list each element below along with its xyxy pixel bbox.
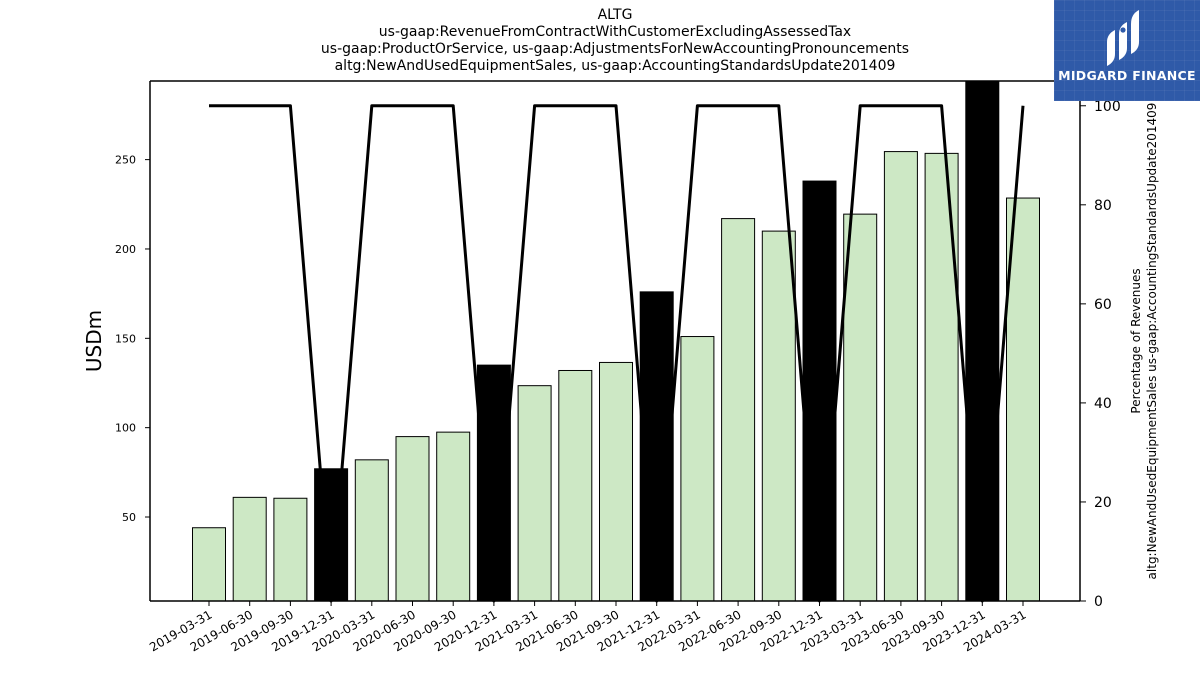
- bar: [1006, 197, 1040, 602]
- y2-tick-label: 80: [1094, 198, 1112, 214]
- bar: [965, 80, 1000, 602]
- y-tick-label: 200: [115, 243, 136, 256]
- bar: [558, 369, 593, 602]
- bar: [476, 364, 511, 602]
- midgard-finance-logo: MIDGARD FINANCE: [1054, 0, 1200, 101]
- y2-tick-label: 0: [1094, 594, 1103, 610]
- bar: [721, 218, 756, 602]
- bar: [517, 385, 552, 602]
- y2-axis-label-line: Percentage of Revenues: [1129, 268, 1143, 413]
- percentage-line: [209, 104, 1025, 603]
- title-line-3: us-gaap:ProductOrService, us-gaap:Adjust…: [320, 41, 910, 57]
- y2-tick-label: 40: [1094, 396, 1112, 412]
- y2-tick-label: 20: [1094, 495, 1112, 511]
- y-axis-label: USDm: [82, 310, 106, 372]
- title-line-1: ALTG: [597, 7, 633, 23]
- y-tick-label: 150: [115, 332, 136, 345]
- title-line-4: altg:NewAndUsedEquipmentSales, us-gaap:A…: [334, 58, 896, 74]
- bar: [680, 336, 715, 602]
- y2-tick-label: 100: [1094, 99, 1121, 115]
- bar: [354, 459, 389, 602]
- y2-tick-label: 60: [1094, 297, 1112, 313]
- bar: [639, 291, 674, 602]
- title-line-2: us-gaap:RevenueFromContractWithCustomerE…: [378, 24, 852, 40]
- bar: [802, 180, 837, 602]
- bar: [924, 152, 959, 602]
- bar: [436, 431, 471, 602]
- y2-axis-label-line: altg:NewAndUsedEquipmentSales us-gaap:Ac…: [1145, 103, 1159, 580]
- logo-text: MIDGARD FINANCE: [1058, 68, 1196, 83]
- bar: [395, 436, 430, 602]
- midgard-logo-mark-icon: [1107, 10, 1139, 66]
- bar: [232, 496, 267, 602]
- y-tick-label: 50: [122, 511, 136, 524]
- bar: [761, 230, 796, 602]
- bar: [599, 361, 633, 602]
- bar: [192, 527, 226, 602]
- y-tick-label: 250: [115, 154, 136, 167]
- bar: [314, 468, 349, 602]
- bar: [273, 497, 308, 602]
- bar: [843, 213, 878, 602]
- y-tick-label: 100: [115, 422, 136, 435]
- bar: [883, 151, 918, 602]
